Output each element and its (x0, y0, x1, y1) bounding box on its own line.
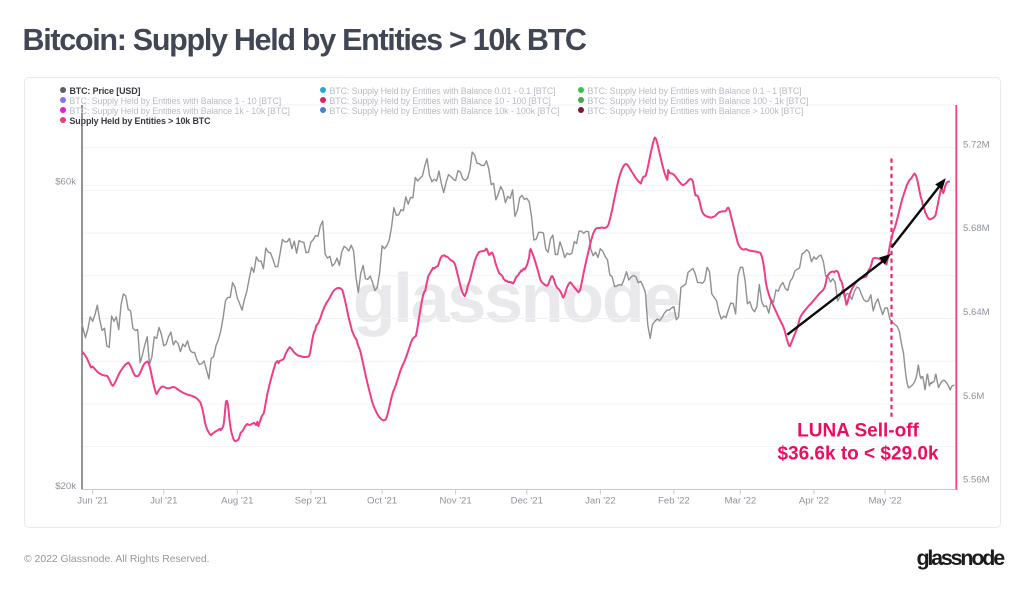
svg-text:Aug '21: Aug '21 (221, 496, 253, 507)
svg-text:Oct '21: Oct '21 (367, 496, 397, 507)
svg-text:glassnode: glassnode (353, 259, 680, 337)
svg-text:Jun '21: Jun '21 (77, 496, 108, 507)
svg-text:Jul '21: Jul '21 (150, 496, 177, 507)
svg-text:Mar '22: Mar '22 (725, 496, 757, 507)
svg-text:LUNA Sell-off: LUNA Sell-off (797, 421, 919, 442)
svg-text:5.56M: 5.56M (963, 475, 990, 486)
svg-text:Feb '22: Feb '22 (658, 496, 690, 507)
svg-text:5.6M: 5.6M (963, 391, 984, 402)
svg-text:$60k: $60k (55, 177, 76, 188)
svg-text:May '22: May '22 (868, 496, 901, 507)
svg-text:$20k: $20k (55, 481, 76, 492)
svg-text:Dec '21: Dec '21 (511, 496, 543, 507)
svg-text:5.72M: 5.72M (963, 139, 990, 150)
svg-text:5.68M: 5.68M (963, 223, 990, 234)
svg-text:Jan '22: Jan '22 (585, 496, 616, 507)
svg-text:Nov '21: Nov '21 (439, 496, 471, 507)
svg-text:Apr '22: Apr '22 (799, 496, 829, 507)
svg-text:Sep '21: Sep '21 (295, 496, 327, 507)
svg-text:5.64M: 5.64M (963, 307, 990, 318)
svg-text:$36.6k to < $29.0k: $36.6k to < $29.0k (777, 444, 939, 465)
